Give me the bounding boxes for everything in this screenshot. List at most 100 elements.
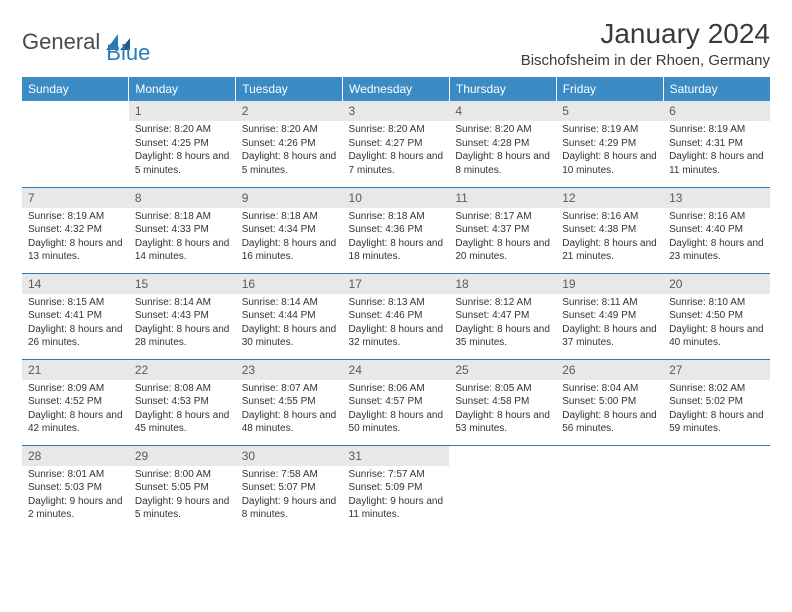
calendar-day-cell: 24Sunrise: 8:06 AMSunset: 4:57 PMDayligh… bbox=[343, 359, 450, 445]
sunrise-text: Sunrise: 8:00 AM bbox=[135, 468, 230, 482]
header: General Blue January 2024 Bischofsheim i… bbox=[22, 18, 770, 69]
daylight-text: Daylight: 8 hours and 32 minutes. bbox=[349, 323, 444, 350]
sunrise-text: Sunrise: 8:01 AM bbox=[28, 468, 123, 482]
day-body: Sunrise: 8:14 AMSunset: 4:44 PMDaylight:… bbox=[236, 294, 343, 354]
day-number: 22 bbox=[129, 360, 236, 380]
sunset-text: Sunset: 4:31 PM bbox=[669, 137, 764, 151]
sunrise-text: Sunrise: 8:19 AM bbox=[28, 210, 123, 224]
daylight-text: Daylight: 8 hours and 26 minutes. bbox=[28, 323, 123, 350]
day-number: 13 bbox=[663, 188, 770, 208]
daylight-text: Daylight: 8 hours and 45 minutes. bbox=[135, 409, 230, 436]
day-body: Sunrise: 8:20 AMSunset: 4:26 PMDaylight:… bbox=[236, 121, 343, 181]
calendar-day-cell: 31Sunrise: 7:57 AMSunset: 5:09 PMDayligh… bbox=[343, 445, 450, 531]
calendar-day-cell bbox=[22, 101, 129, 187]
sunset-text: Sunset: 4:25 PM bbox=[135, 137, 230, 151]
day-body: Sunrise: 8:10 AMSunset: 4:50 PMDaylight:… bbox=[663, 294, 770, 354]
calendar-day-cell: 17Sunrise: 8:13 AMSunset: 4:46 PMDayligh… bbox=[343, 273, 450, 359]
calendar-day-cell: 5Sunrise: 8:19 AMSunset: 4:29 PMDaylight… bbox=[556, 101, 663, 187]
day-number: 16 bbox=[236, 274, 343, 294]
daylight-text: Daylight: 8 hours and 42 minutes. bbox=[28, 409, 123, 436]
day-number: 14 bbox=[22, 274, 129, 294]
title-block: January 2024 Bischofsheim in der Rhoen, … bbox=[521, 18, 770, 69]
daylight-text: Daylight: 8 hours and 5 minutes. bbox=[135, 150, 230, 177]
sunset-text: Sunset: 4:36 PM bbox=[349, 223, 444, 237]
day-body: Sunrise: 8:00 AMSunset: 5:05 PMDaylight:… bbox=[129, 466, 236, 526]
calendar-week-row: 1Sunrise: 8:20 AMSunset: 4:25 PMDaylight… bbox=[22, 101, 770, 187]
daylight-text: Daylight: 9 hours and 2 minutes. bbox=[28, 495, 123, 522]
calendar-day-cell: 18Sunrise: 8:12 AMSunset: 4:47 PMDayligh… bbox=[449, 273, 556, 359]
calendar-day-cell: 12Sunrise: 8:16 AMSunset: 4:38 PMDayligh… bbox=[556, 187, 663, 273]
logo: General Blue bbox=[22, 18, 150, 66]
calendar-day-cell: 22Sunrise: 8:08 AMSunset: 4:53 PMDayligh… bbox=[129, 359, 236, 445]
weekday-header: Wednesday bbox=[343, 77, 450, 101]
day-number: 7 bbox=[22, 188, 129, 208]
day-body: Sunrise: 8:16 AMSunset: 4:40 PMDaylight:… bbox=[663, 208, 770, 268]
calendar-day-cell: 9Sunrise: 8:18 AMSunset: 4:34 PMDaylight… bbox=[236, 187, 343, 273]
sunrise-text: Sunrise: 8:16 AM bbox=[562, 210, 657, 224]
calendar-day-cell: 27Sunrise: 8:02 AMSunset: 5:02 PMDayligh… bbox=[663, 359, 770, 445]
daylight-text: Daylight: 9 hours and 8 minutes. bbox=[242, 495, 337, 522]
daylight-text: Daylight: 8 hours and 59 minutes. bbox=[669, 409, 764, 436]
calendar-day-cell: 4Sunrise: 8:20 AMSunset: 4:28 PMDaylight… bbox=[449, 101, 556, 187]
day-body: Sunrise: 8:20 AMSunset: 4:28 PMDaylight:… bbox=[449, 121, 556, 181]
daylight-text: Daylight: 8 hours and 37 minutes. bbox=[562, 323, 657, 350]
sunset-text: Sunset: 4:50 PM bbox=[669, 309, 764, 323]
day-number: 8 bbox=[129, 188, 236, 208]
sunrise-text: Sunrise: 8:18 AM bbox=[349, 210, 444, 224]
sunrise-text: Sunrise: 8:19 AM bbox=[562, 123, 657, 137]
day-number: 31 bbox=[343, 446, 450, 466]
weekday-header-row: Sunday Monday Tuesday Wednesday Thursday… bbox=[22, 77, 770, 101]
weekday-header: Friday bbox=[556, 77, 663, 101]
sunrise-text: Sunrise: 8:20 AM bbox=[349, 123, 444, 137]
sunset-text: Sunset: 4:57 PM bbox=[349, 395, 444, 409]
sunrise-text: Sunrise: 8:07 AM bbox=[242, 382, 337, 396]
daylight-text: Daylight: 8 hours and 11 minutes. bbox=[669, 150, 764, 177]
day-number: 20 bbox=[663, 274, 770, 294]
sunset-text: Sunset: 4:47 PM bbox=[455, 309, 550, 323]
day-number: 4 bbox=[449, 101, 556, 121]
day-number: 2 bbox=[236, 101, 343, 121]
day-body: Sunrise: 8:19 AMSunset: 4:32 PMDaylight:… bbox=[22, 208, 129, 268]
calendar-day-cell: 11 Sunrise: 8:17 AMSunset: 4:37 PMDayligh… bbox=[449, 187, 556, 273]
sunset-text: Sunset: 5:00 PM bbox=[562, 395, 657, 409]
day-number: 11 bbox=[449, 188, 556, 208]
calendar-day-cell: 19Sunrise: 8:11 AMSunset: 4:49 PMDayligh… bbox=[556, 273, 663, 359]
day-number: 1 bbox=[129, 101, 236, 121]
daylight-text: Daylight: 8 hours and 21 minutes. bbox=[562, 237, 657, 264]
sunrise-text: Sunrise: 8:17 AM bbox=[455, 210, 550, 224]
daylight-text: Daylight: 8 hours and 48 minutes. bbox=[242, 409, 337, 436]
day-body: Sunrise: 7:57 AMSunset: 5:09 PMDaylight:… bbox=[343, 466, 450, 526]
calendar-day-cell: 30Sunrise: 7:58 AMSunset: 5:07 PMDayligh… bbox=[236, 445, 343, 531]
calendar-day-cell: 21Sunrise: 8:09 AMSunset: 4:52 PMDayligh… bbox=[22, 359, 129, 445]
day-number: 24 bbox=[343, 360, 450, 380]
calendar-day-cell bbox=[556, 445, 663, 531]
sunrise-text: Sunrise: 8:06 AM bbox=[349, 382, 444, 396]
sunrise-text: Sunrise: 8:10 AM bbox=[669, 296, 764, 310]
calendar-day-cell bbox=[663, 445, 770, 531]
sunrise-text: Sunrise: 8:08 AM bbox=[135, 382, 230, 396]
calendar-week-row: 21Sunrise: 8:09 AMSunset: 4:52 PMDayligh… bbox=[22, 359, 770, 445]
calendar-table: Sunday Monday Tuesday Wednesday Thursday… bbox=[22, 77, 770, 531]
calendar-week-row: 7Sunrise: 8:19 AMSunset: 4:32 PMDaylight… bbox=[22, 187, 770, 273]
calendar-day-cell: 15Sunrise: 8:14 AMSunset: 4:43 PMDayligh… bbox=[129, 273, 236, 359]
day-body: Sunrise: 8:04 AMSunset: 5:00 PMDaylight:… bbox=[556, 380, 663, 440]
daylight-text: Daylight: 8 hours and 5 minutes. bbox=[242, 150, 337, 177]
sunset-text: Sunset: 4:43 PM bbox=[135, 309, 230, 323]
daylight-text: Daylight: 8 hours and 20 minutes. bbox=[455, 237, 550, 264]
sunset-text: Sunset: 4:55 PM bbox=[242, 395, 337, 409]
daylight-text: Daylight: 8 hours and 56 minutes. bbox=[562, 409, 657, 436]
calendar-day-cell: 23Sunrise: 8:07 AMSunset: 4:55 PMDayligh… bbox=[236, 359, 343, 445]
daylight-text: Daylight: 8 hours and 18 minutes. bbox=[349, 237, 444, 264]
day-body: Sunrise: 8:19 AMSunset: 4:29 PMDaylight:… bbox=[556, 121, 663, 181]
calendar-day-cell: 2Sunrise: 8:20 AMSunset: 4:26 PMDaylight… bbox=[236, 101, 343, 187]
day-number: 28 bbox=[22, 446, 129, 466]
sunset-text: Sunset: 5:09 PM bbox=[349, 481, 444, 495]
sunrise-text: Sunrise: 8:12 AM bbox=[455, 296, 550, 310]
sunrise-text: Sunrise: 8:04 AM bbox=[562, 382, 657, 396]
calendar-day-cell: 16Sunrise: 8:14 AMSunset: 4:44 PMDayligh… bbox=[236, 273, 343, 359]
sunset-text: Sunset: 4:34 PM bbox=[242, 223, 337, 237]
sunrise-text: Sunrise: 8:16 AM bbox=[669, 210, 764, 224]
sunset-text: Sunset: 4:52 PM bbox=[28, 395, 123, 409]
sunset-text: Sunset: 4:37 PM bbox=[455, 223, 550, 237]
day-body: Sunrise: 8:07 AMSunset: 4:55 PMDaylight:… bbox=[236, 380, 343, 440]
